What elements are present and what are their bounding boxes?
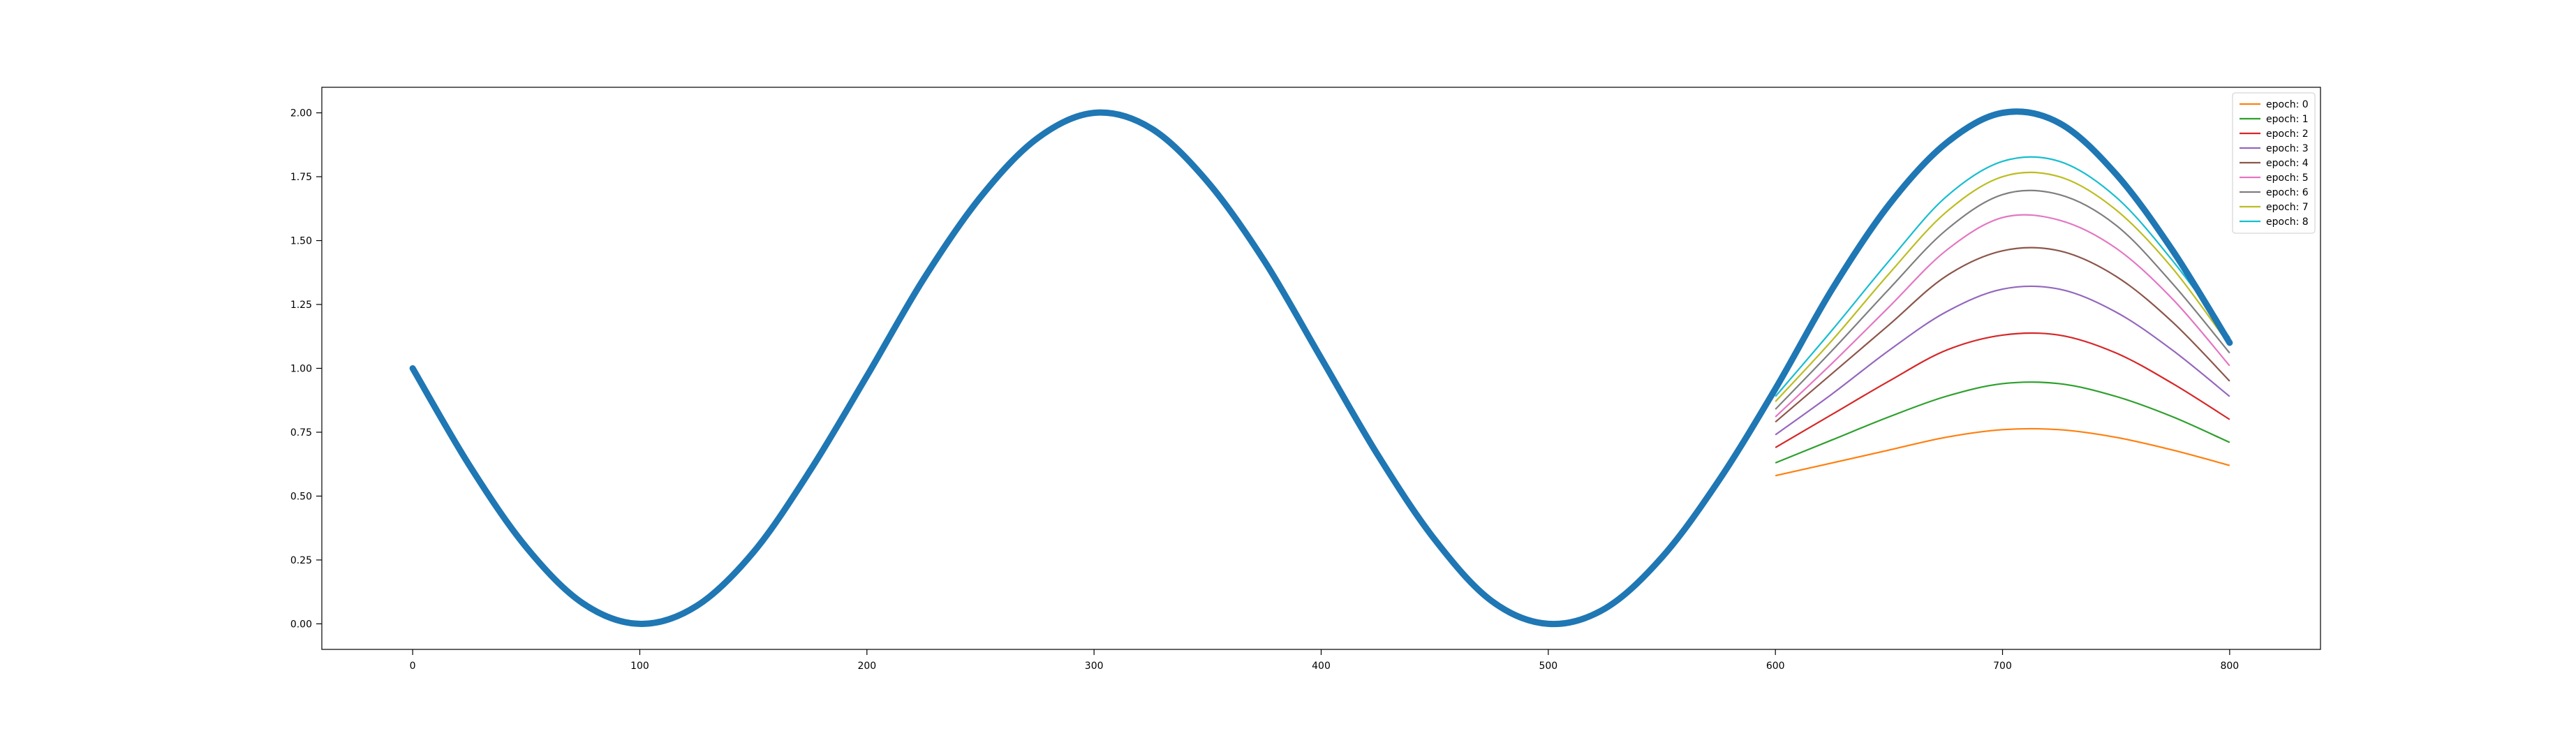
ground-truth-layer <box>409 108 2233 628</box>
legend-label: epoch: 0 <box>2266 99 2309 110</box>
y-tick-label: 1.25 <box>290 300 312 311</box>
legend-label: epoch: 5 <box>2266 172 2309 184</box>
x-tick-label: 0 <box>410 661 416 672</box>
x-tick-label: 600 <box>1766 661 1785 672</box>
x-tick-label: 500 <box>1539 661 1557 672</box>
series-line-epoch-5 <box>1775 214 2230 418</box>
x-axis: 0 100 200 300 400 500 600 700 800 <box>410 649 2239 672</box>
legend-label: epoch: 7 <box>2266 202 2309 213</box>
series-line-epoch-8 <box>1775 156 2230 397</box>
series-line-epoch-3 <box>1775 285 2230 436</box>
legend-label: epoch: 8 <box>2266 216 2309 228</box>
series-line-epoch-6 <box>1775 189 2230 410</box>
legend-label: epoch: 3 <box>2266 143 2309 154</box>
y-tick-label: 1.50 <box>290 236 312 247</box>
x-tick-label: 300 <box>1085 661 1104 672</box>
legend: epoch: 0 epoch: 1 epoch: 2 epoch: 3 epoch: 4… <box>2232 92 2316 234</box>
legend-label: epoch: 1 <box>2266 114 2309 125</box>
series-line-epoch-0 <box>1775 427 2230 477</box>
x-tick-label: 200 <box>857 661 876 672</box>
legend-label: epoch: 2 <box>2266 128 2309 140</box>
y-tick-label: 2.00 <box>290 108 312 119</box>
legend-label: epoch: 4 <box>2266 158 2309 169</box>
legend-label: epoch: 6 <box>2266 187 2309 198</box>
x-tick-label: 800 <box>2220 661 2239 672</box>
x-tick-label: 100 <box>630 661 649 672</box>
y-tick-label: 0.50 <box>290 491 312 502</box>
series-line-epoch-4 <box>1775 246 2230 423</box>
y-axis: 0.00 0.25 0.50 0.75 1.00 1.25 1.50 1.75 2.00 <box>290 108 322 630</box>
y-tick-label: 1.75 <box>290 172 312 183</box>
series-line-epoch-1 <box>1775 381 2230 464</box>
legend-box <box>2232 92 2316 234</box>
plot-area-background <box>322 87 2320 649</box>
x-tick-label: 400 <box>1312 661 1331 672</box>
y-tick-label: 0.00 <box>290 619 312 630</box>
y-tick-label: 0.25 <box>290 555 312 566</box>
x-tick-label: 700 <box>1993 661 2012 672</box>
ground-truth-line <box>409 108 2233 628</box>
y-tick-label: 0.75 <box>290 427 312 439</box>
series-line-epoch-2 <box>1775 332 2230 448</box>
y-tick-label: 1.00 <box>290 364 312 375</box>
series-line-epoch-7 <box>1775 171 2230 402</box>
series-layer <box>1775 156 2230 477</box>
